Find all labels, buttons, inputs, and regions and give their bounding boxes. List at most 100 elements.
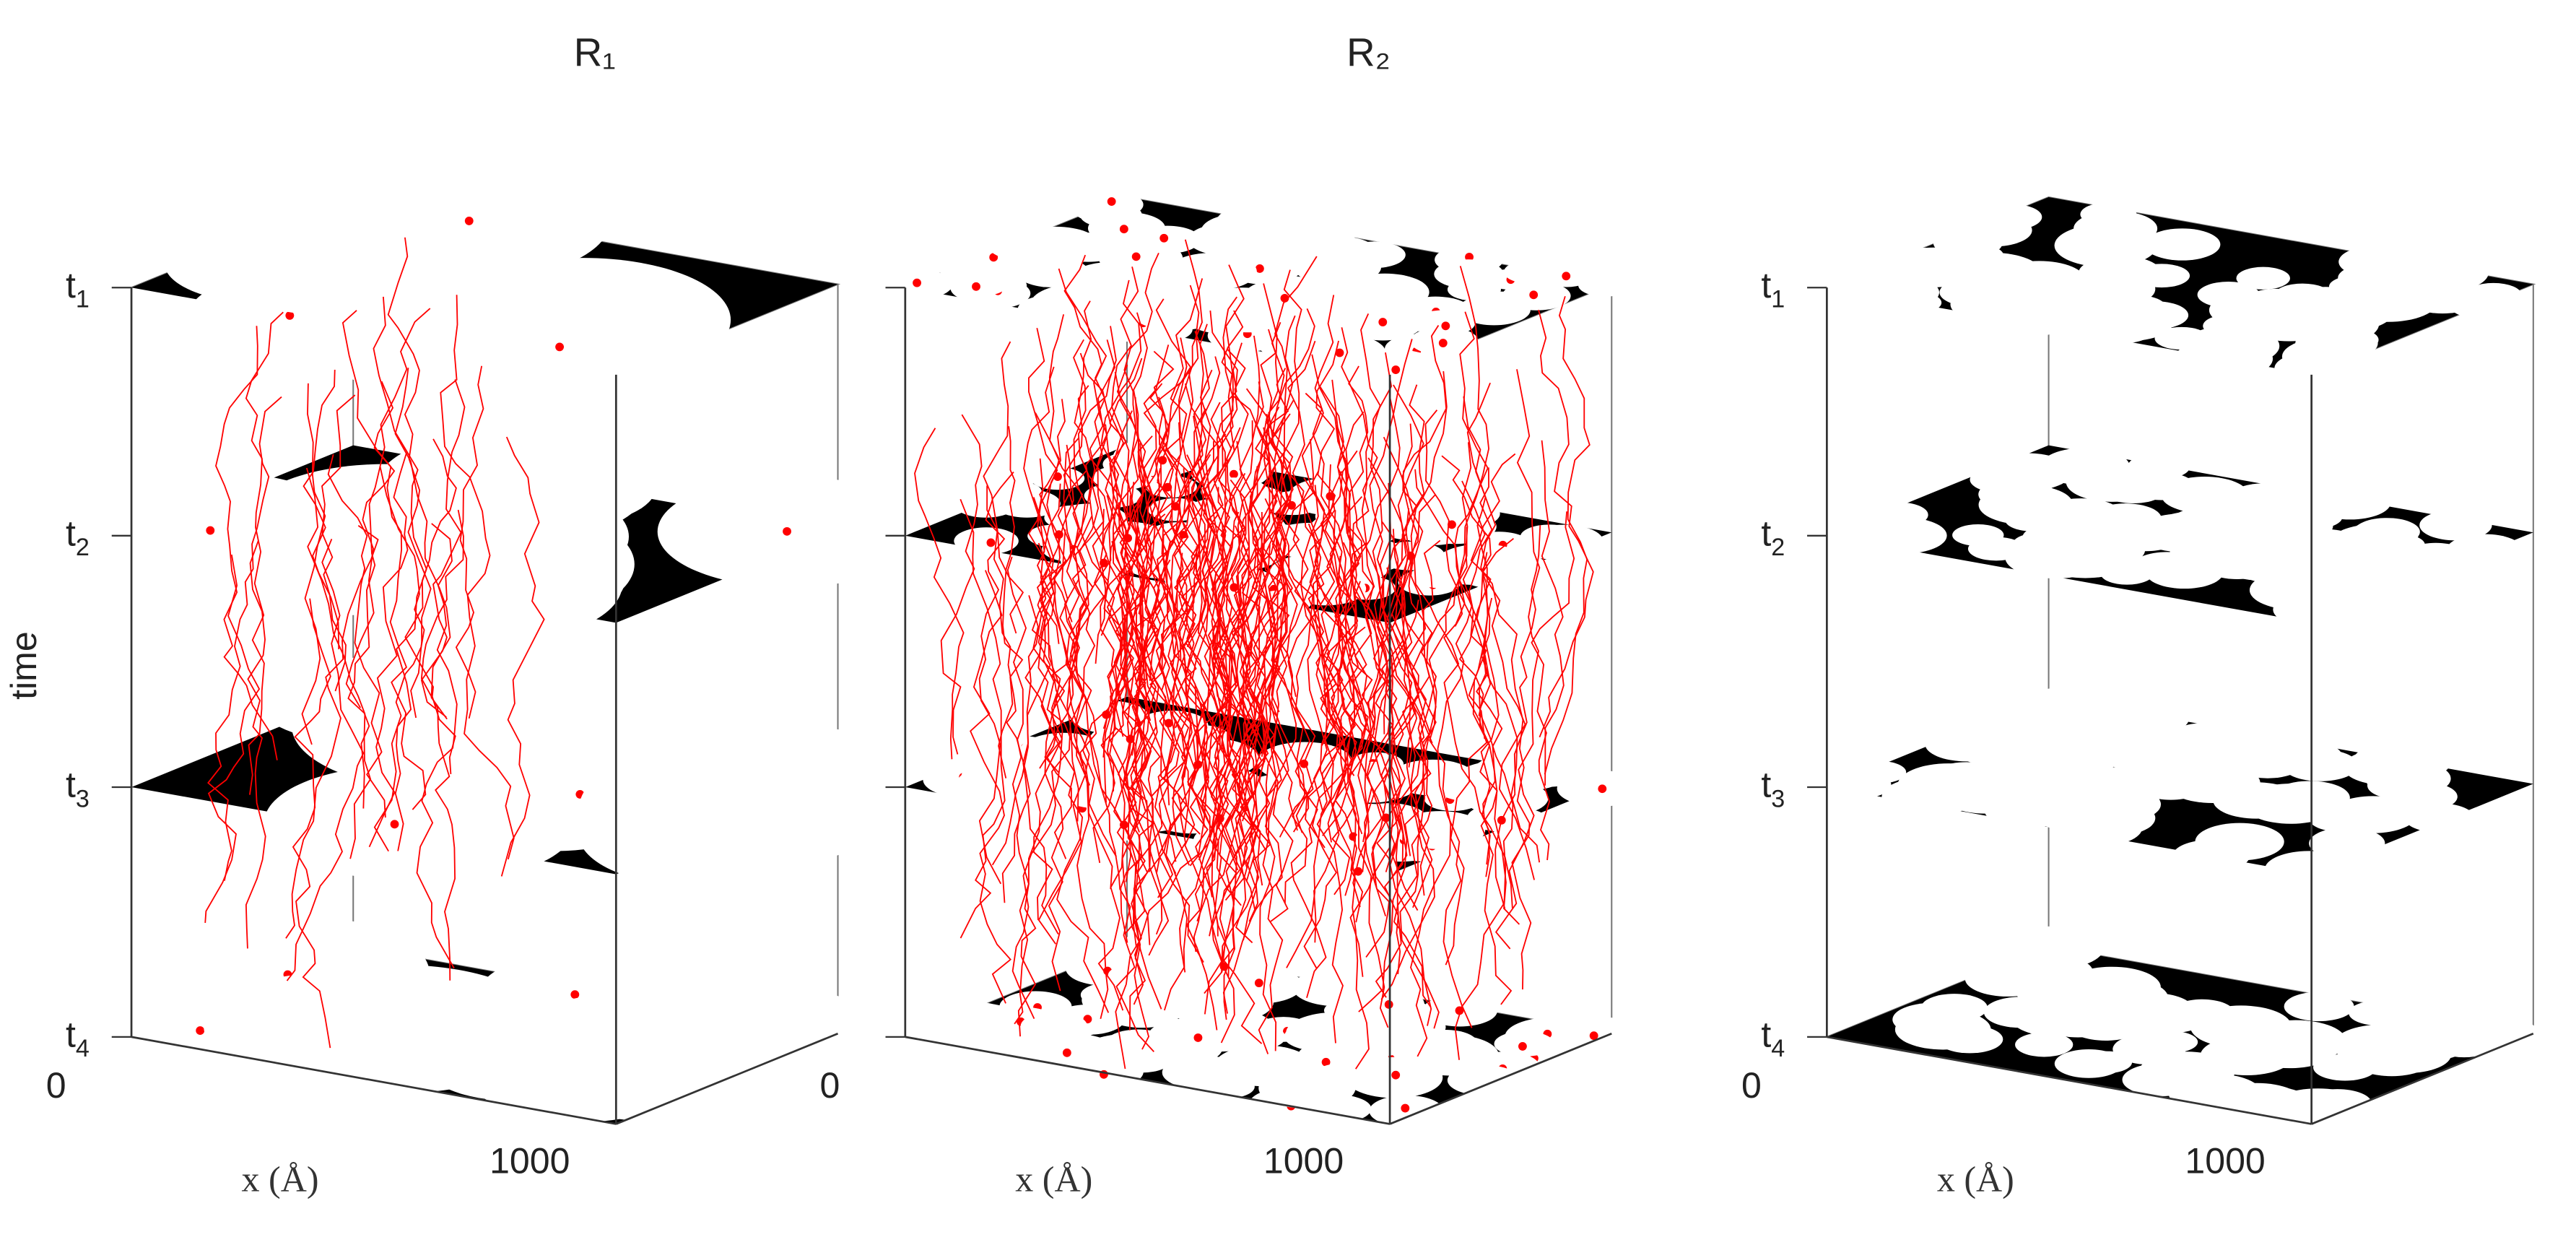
trajectory-line	[1264, 413, 1326, 849]
trajectory-line	[1108, 266, 1142, 832]
time-tick-label: t2	[1761, 513, 1785, 561]
trajectory-line	[292, 598, 331, 1049]
particle-point	[1562, 272, 1571, 281]
trajectory-line	[1036, 542, 1110, 1013]
trajectory-line	[1102, 371, 1137, 803]
pore-region	[1258, 1067, 1356, 1109]
trajectory-line	[1123, 396, 1153, 801]
time-slice-3	[131, 657, 937, 888]
pore-region	[2172, 839, 2250, 872]
trajectory-line	[1028, 458, 1113, 890]
trajectory-line	[1186, 310, 1249, 648]
trajectory-line	[1441, 455, 1532, 990]
trajectory-line	[1162, 239, 1203, 789]
x-tick-label-0: 0	[1741, 1065, 1762, 1106]
trajectory-line	[1191, 342, 1248, 812]
particle-point	[1401, 1103, 1410, 1113]
trajectory-line	[1320, 379, 1360, 746]
trajectory-line	[1048, 339, 1087, 666]
panel-title: R₂	[1346, 30, 1391, 74]
trajectory-line	[373, 466, 425, 852]
trajectory-line	[1309, 471, 1389, 1028]
pore-region	[2274, 352, 2352, 385]
trajectory-line	[420, 379, 466, 718]
trajectory-line	[420, 509, 464, 981]
trajectory-line	[1196, 335, 1269, 921]
trajectory-line	[1143, 285, 1200, 630]
particle-point	[1598, 784, 1607, 794]
particle-point	[986, 538, 996, 547]
x-tick-label-1000: 1000	[489, 1141, 570, 1181]
trajectory-line	[1366, 384, 1424, 730]
pore-region	[2128, 453, 2190, 480]
trajectory-line	[245, 311, 284, 795]
trajectory-line	[1510, 524, 1541, 863]
trajectory-line	[1376, 423, 1413, 878]
particle-point	[1062, 1048, 1071, 1057]
pore-region	[207, 207, 465, 316]
particle-point	[570, 990, 580, 999]
trajectory-line	[940, 414, 983, 755]
particle-point	[1529, 290, 1539, 300]
trajectory-line	[1069, 424, 1120, 1020]
trajectory-line	[1311, 354, 1362, 742]
pore-region	[1113, 1048, 1172, 1073]
panel-r2: 0 1000 x (Å) R₂	[819, 30, 1645, 1200]
trajectory-line	[1113, 456, 1151, 945]
trajectory-line	[1344, 398, 1401, 843]
trajectory-line	[1024, 444, 1072, 859]
trajectory-line	[1154, 468, 1204, 963]
trajectory-line	[1063, 254, 1106, 767]
pore-region	[916, 1010, 1009, 1049]
trajectory-line	[1035, 412, 1094, 786]
particle-point	[1083, 1015, 1092, 1024]
trajectory-line	[1286, 485, 1349, 968]
pore-region	[2246, 729, 2325, 763]
x-axis-label: x (Å)	[1937, 1159, 2014, 1200]
trajectory-line	[1223, 420, 1253, 732]
trajectory-line	[1303, 626, 1369, 968]
particle-point	[1193, 1033, 1203, 1042]
time-tick-label: t2	[66, 513, 90, 561]
pore-region	[987, 785, 1079, 824]
pore-region	[2037, 799, 2114, 832]
pore-region	[2309, 827, 2385, 859]
pore-region	[2137, 771, 2205, 800]
trajectories	[914, 239, 1594, 1070]
trajectory-line	[207, 396, 282, 881]
trajectory-line	[1173, 331, 1210, 778]
pore-region	[993, 489, 1061, 518]
particle-point	[1159, 233, 1169, 243]
pore-region	[1853, 760, 1907, 784]
trajectory-line	[1313, 542, 1354, 943]
pore-region	[1253, 222, 1318, 251]
particle-point	[783, 526, 791, 536]
particle-point	[1391, 365, 1401, 374]
trajectory-line	[1224, 466, 1258, 901]
pore-region	[1920, 994, 1988, 1022]
pore-region	[2038, 716, 2124, 752]
pore-region	[1503, 259, 1562, 285]
trajectory-line	[1189, 546, 1222, 937]
trajectory-line	[1011, 437, 1096, 1019]
trajectory-line	[1494, 369, 1541, 950]
pore-region	[954, 527, 1019, 555]
particle-point	[1518, 1042, 1527, 1051]
pore-region	[1306, 768, 1393, 804]
x-tick-label-1000: 1000	[2185, 1141, 2265, 1181]
trajectory-line	[1031, 483, 1090, 945]
pore-region	[957, 767, 1027, 797]
trajectory-line	[1193, 558, 1244, 953]
x-axis-label: x (Å)	[1015, 1159, 1092, 1200]
particle-point	[1119, 225, 1128, 234]
trajectory-line	[347, 308, 431, 809]
trajectory-line	[1121, 488, 1162, 1031]
pore-region	[1447, 1064, 1520, 1096]
trajectory-line	[1399, 599, 1440, 1029]
trajectory-line	[1037, 314, 1065, 644]
pore-region	[2203, 314, 2258, 337]
pore-region	[2074, 211, 2158, 246]
trajectory-line	[1073, 502, 1150, 1050]
pore-region	[420, 538, 625, 624]
